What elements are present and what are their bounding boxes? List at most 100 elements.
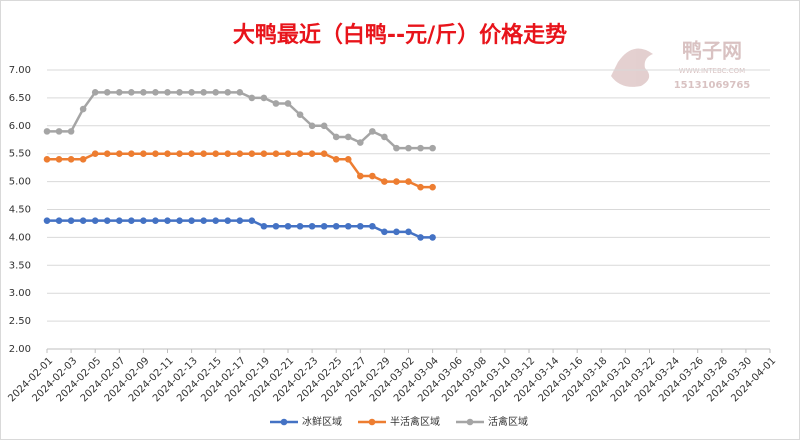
data-point — [369, 128, 376, 135]
data-point — [308, 122, 316, 130]
data-point — [308, 150, 316, 157]
data-point — [381, 133, 388, 141]
y-tick-label: 3.50 — [9, 260, 31, 271]
data-point — [417, 144, 424, 152]
legend-marker — [466, 418, 474, 426]
data-point — [128, 89, 135, 96]
data-point — [296, 222, 304, 230]
data-point — [320, 122, 328, 130]
y-tick-label: 2.50 — [9, 316, 31, 327]
data-point — [429, 234, 436, 241]
y-tick-label: 4.50 — [9, 205, 31, 216]
data-point — [284, 100, 292, 107]
data-point — [260, 222, 268, 230]
data-point — [417, 234, 424, 241]
y-tick-label: 5.00 — [9, 177, 31, 188]
data-point — [284, 222, 292, 230]
data-point — [164, 150, 171, 157]
data-point — [369, 172, 376, 180]
data-point — [212, 150, 219, 157]
data-point — [67, 155, 75, 163]
legend-marker — [368, 418, 376, 426]
data-point — [381, 228, 388, 236]
data-point — [248, 94, 256, 102]
data-point — [344, 133, 352, 141]
watermark-phone: 15131069765 — [674, 80, 751, 91]
data-point — [320, 150, 328, 157]
data-point — [43, 128, 51, 135]
data-point — [272, 100, 280, 107]
watermark: 鸭子网 WWW.INTEBC.COM 15131069765 — [611, 39, 751, 91]
data-point — [296, 150, 304, 157]
y-tick-label: 3.00 — [9, 288, 31, 299]
data-point — [176, 89, 183, 96]
data-point — [152, 89, 159, 96]
data-point — [332, 155, 340, 163]
data-point — [128, 217, 135, 224]
data-point — [212, 217, 219, 224]
data-point — [212, 89, 219, 96]
data-point — [320, 222, 328, 230]
data-point — [200, 150, 207, 157]
watermark-name: 鸭子网 — [682, 39, 742, 63]
chart-title: 大鸭最近（白鸭--元/斤）价格走势 — [233, 22, 567, 48]
data-point — [164, 217, 171, 224]
data-point — [103, 217, 111, 224]
data-point — [79, 217, 87, 224]
data-point — [176, 150, 183, 157]
data-point — [91, 217, 99, 224]
data-point — [236, 217, 244, 224]
watermark-site: WWW.INTEBC.COM — [679, 67, 745, 75]
data-point — [344, 155, 352, 163]
y-tick-label: 7.00 — [9, 65, 31, 76]
data-point — [152, 150, 159, 157]
data-point — [260, 94, 268, 102]
y-tick-label: 6.00 — [9, 121, 31, 132]
data-point — [332, 133, 340, 141]
data-point — [260, 150, 268, 157]
data-point — [405, 178, 412, 185]
data-point — [236, 89, 244, 96]
data-point — [55, 128, 63, 135]
data-point — [152, 217, 159, 224]
data-point — [272, 150, 280, 157]
data-point — [140, 217, 147, 224]
data-point — [344, 222, 352, 230]
data-point — [43, 155, 51, 163]
data-point — [188, 89, 195, 96]
data-point — [103, 89, 111, 96]
data-point — [91, 150, 99, 157]
data-point — [393, 228, 400, 236]
legend-label: 半活禽区域 — [390, 415, 440, 428]
data-point — [140, 150, 147, 157]
data-point — [140, 89, 147, 96]
data-point — [272, 222, 280, 230]
data-point — [236, 150, 244, 157]
y-tick-label: 5.50 — [9, 149, 31, 160]
data-point — [116, 150, 123, 157]
data-point — [116, 217, 123, 224]
data-point — [332, 222, 340, 230]
data-point — [176, 217, 183, 224]
data-point — [55, 217, 63, 224]
data-point — [200, 217, 207, 224]
legend-label: 活禽区域 — [488, 415, 528, 428]
data-point — [369, 222, 376, 230]
data-point — [405, 228, 412, 236]
y-tick-label: 6.50 — [9, 93, 31, 104]
y-tick-label: 4.00 — [9, 232, 31, 243]
data-point — [284, 150, 292, 157]
data-point — [417, 183, 424, 191]
watermark-logo — [611, 48, 653, 87]
legend-marker — [280, 418, 288, 426]
data-point — [393, 144, 400, 152]
data-point — [43, 217, 51, 224]
data-point — [67, 217, 75, 224]
data-point — [55, 155, 63, 163]
data-point — [128, 150, 135, 157]
data-point — [248, 217, 256, 224]
y-tick-label: 2.00 — [9, 344, 31, 355]
data-point — [381, 178, 388, 185]
data-point — [200, 89, 207, 96]
